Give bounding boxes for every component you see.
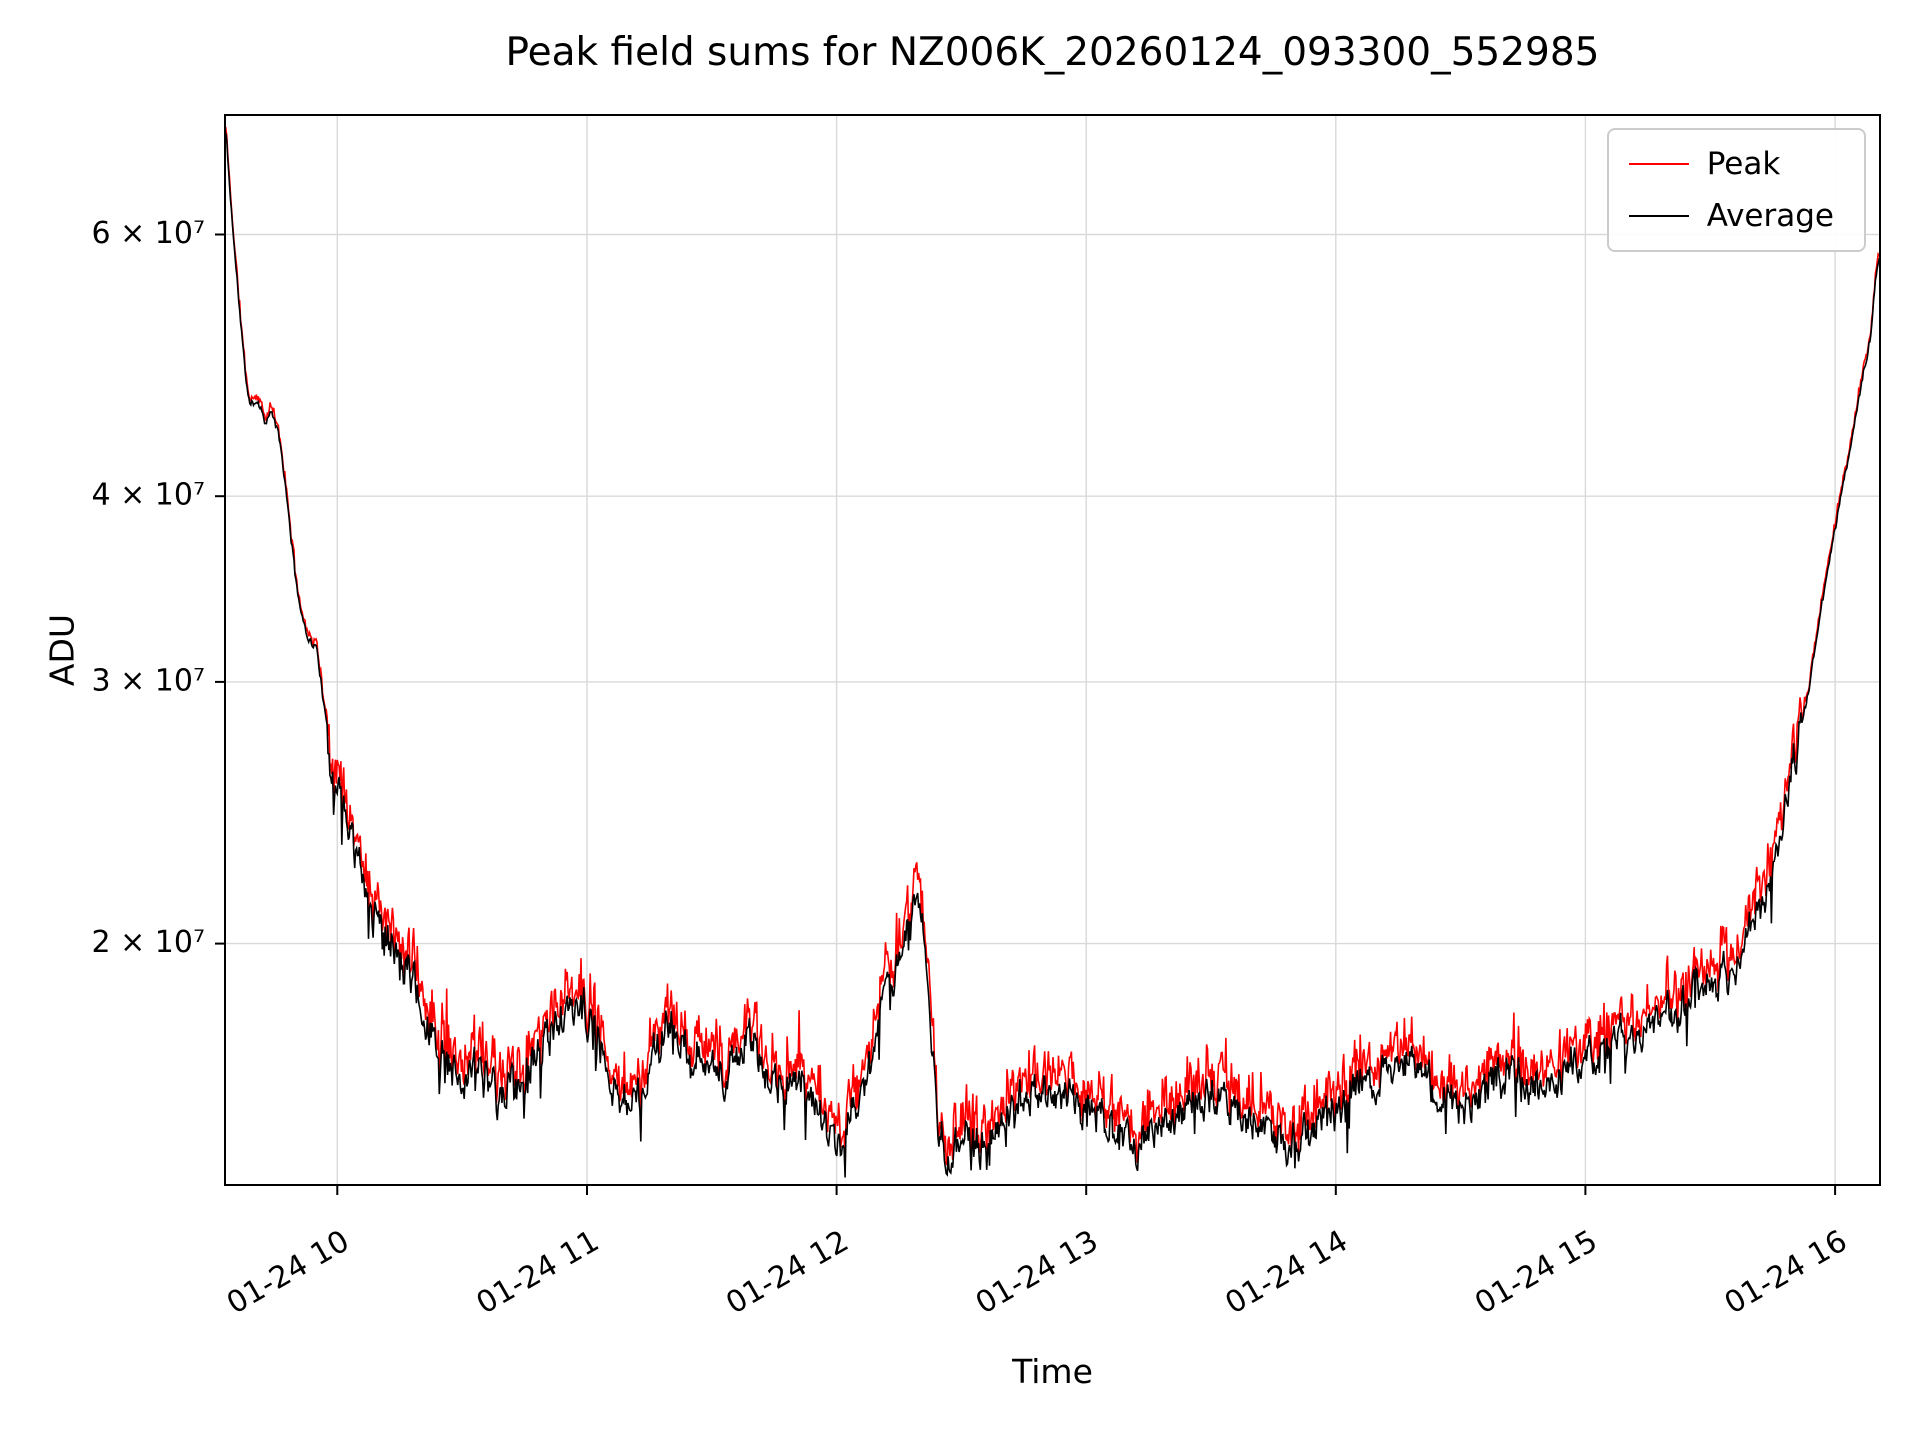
svg-text:01-24 12: 01-24 12 xyxy=(720,1224,854,1322)
svg-text:01-24 10: 01-24 10 xyxy=(221,1224,355,1322)
legend-label-average: Average xyxy=(1706,198,1834,234)
chart-title: Peak field sums for NZ006K_20260124_0933… xyxy=(505,30,1600,75)
svg-text:3 × 10⁷: 3 × 10⁷ xyxy=(92,663,206,698)
svg-text:01-24 16: 01-24 16 xyxy=(1719,1224,1853,1322)
svg-text:01-24 13: 01-24 13 xyxy=(970,1224,1104,1322)
legend-label-peak: Peak xyxy=(1706,146,1781,182)
svg-text:01-24 11: 01-24 11 xyxy=(471,1224,605,1322)
svg-text:01-24 14: 01-24 14 xyxy=(1219,1224,1353,1322)
svg-text:6 × 10⁷: 6 × 10⁷ xyxy=(92,216,206,251)
svg-text:4 × 10⁷: 4 × 10⁷ xyxy=(92,478,206,513)
svg-text:01-24 15: 01-24 15 xyxy=(1469,1224,1603,1322)
x-axis-label: Time xyxy=(1012,1352,1093,1391)
legend-item-peak: Peak xyxy=(1628,146,1834,182)
legend: Peak Average xyxy=(1606,128,1866,252)
svg-text:2 × 10⁷: 2 × 10⁷ xyxy=(92,925,206,960)
legend-item-average: Average xyxy=(1628,198,1834,234)
peak-line-swatch xyxy=(1628,163,1689,165)
average-line-swatch xyxy=(1628,215,1689,217)
y-axis-label: ADU xyxy=(42,613,82,687)
